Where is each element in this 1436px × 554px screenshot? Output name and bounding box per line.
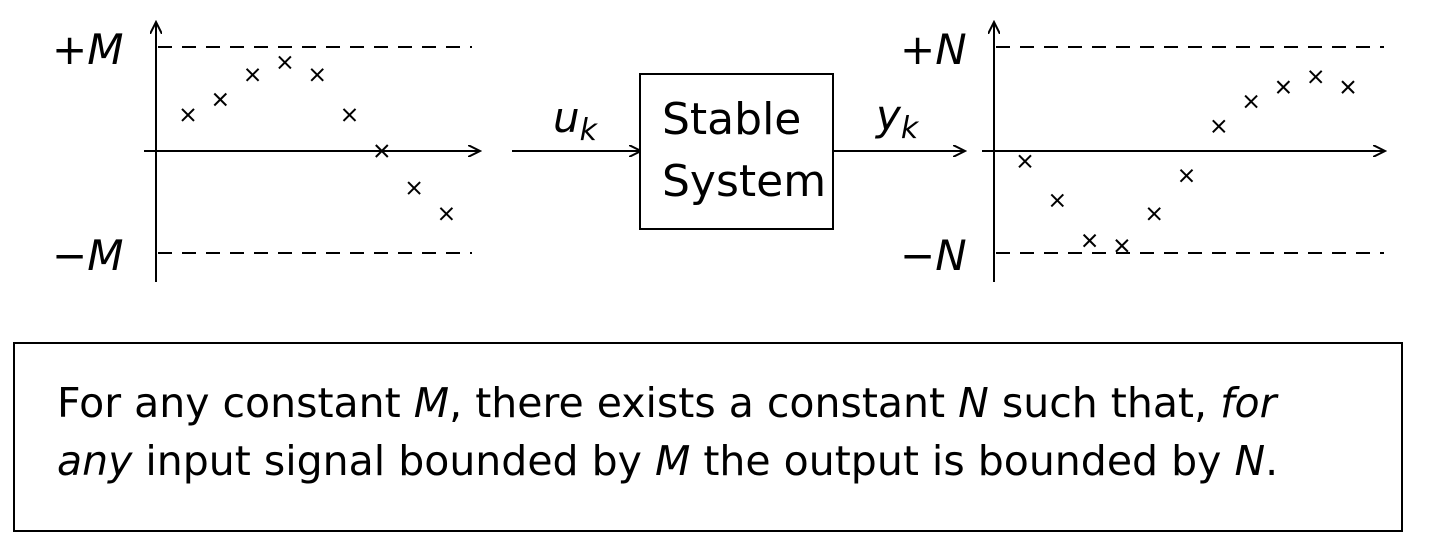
statement-emphasis: any xyxy=(57,437,133,485)
statement-text: , there exists a constant xyxy=(449,379,959,427)
stability-diagram: +M −M uk Stable System yk +N −N xyxy=(52,0,1436,282)
input-sample-mark xyxy=(439,207,454,221)
input-sample-mark xyxy=(245,68,260,82)
block-diagram: uk Stable System yk xyxy=(512,73,965,230)
output-sample-mark xyxy=(1018,154,1032,169)
input-lower-bound-label: −M xyxy=(52,231,123,280)
output-sample-mark xyxy=(1212,119,1226,133)
input-sample-mark xyxy=(407,181,421,195)
input-samples xyxy=(181,55,454,221)
input-sample-mark xyxy=(213,92,228,107)
statement-var-m: M xyxy=(413,379,450,427)
output-sample-mark xyxy=(1276,80,1291,94)
input-sample-mark xyxy=(310,68,324,82)
statement-emphasis: for xyxy=(1220,379,1277,427)
output-sample-mark xyxy=(1147,207,1161,221)
input-sample-mark xyxy=(375,144,389,158)
statement-text: . xyxy=(1265,437,1279,485)
statement-var-m: M xyxy=(654,437,691,485)
input-upper-bound-label: +M xyxy=(52,25,123,74)
statement-var-n: N xyxy=(958,379,989,427)
statement-var-n: N xyxy=(1234,437,1266,485)
system-label-line1: Stable xyxy=(662,94,801,145)
output-upper-bound-label: +N xyxy=(900,25,967,74)
output-sample-mark xyxy=(1308,70,1323,84)
output-sample-mark xyxy=(1115,239,1129,253)
output-sample-mark xyxy=(1341,80,1355,94)
stable-system-box xyxy=(639,73,834,230)
input-sample-mark xyxy=(278,55,292,70)
output-sample-mark xyxy=(1050,193,1065,208)
input-signal-label: uk xyxy=(553,93,599,148)
system-label-line2: System xyxy=(662,156,826,207)
statement-text: the output is bounded by xyxy=(690,437,1235,485)
statement-text: For any constant xyxy=(57,379,414,427)
input-plot: +M −M xyxy=(52,22,480,282)
input-sample-mark xyxy=(342,108,357,122)
statement-text: such that, xyxy=(988,379,1221,427)
output-plot: +N −N xyxy=(900,22,1385,282)
output-samples xyxy=(1018,70,1355,253)
bibo-statement-box: For any constant M, there exists a const… xyxy=(13,342,1403,532)
output-sample-mark xyxy=(1244,94,1258,109)
output-lower-bound-label: −N xyxy=(900,231,967,280)
output-sample-mark xyxy=(1082,233,1097,248)
input-sample-mark xyxy=(181,108,195,122)
output-signal-label: yk xyxy=(874,91,920,146)
statement-text: input signal bounded by xyxy=(132,437,655,485)
output-sample-mark xyxy=(1179,169,1194,183)
